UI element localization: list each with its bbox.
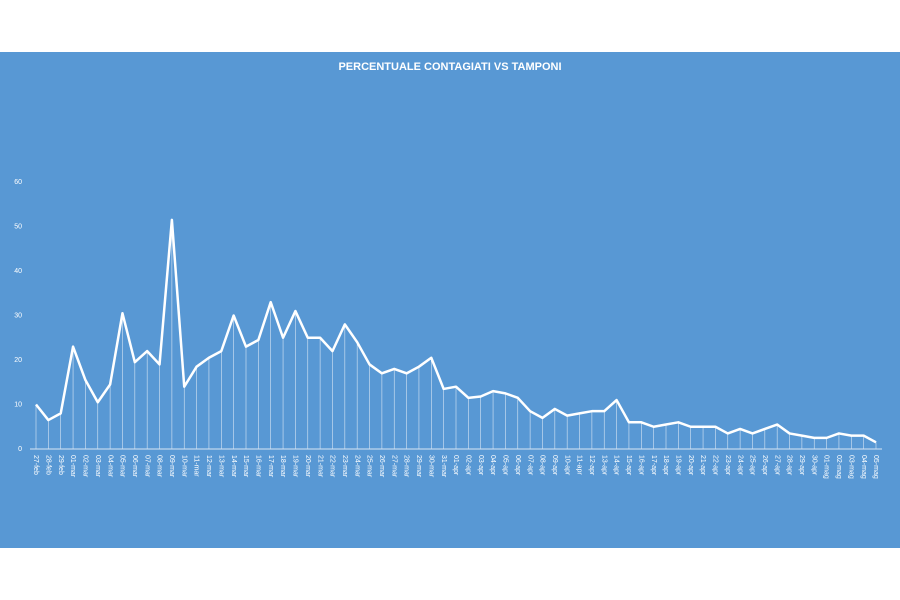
x-tick-label: 01-mag — [823, 455, 830, 479]
x-tick-label: 03-mag — [847, 455, 854, 479]
x-tick-label: 28-mar — [403, 455, 410, 478]
x-tick-label: 22-mar — [329, 455, 336, 478]
x-tick-label: 22-apr — [712, 455, 719, 476]
x-tick-label: 10-apr — [563, 455, 570, 476]
x-tick-label: 28-feb — [45, 455, 52, 475]
x-tick-label: 23-apr — [724, 455, 731, 476]
x-tick-label: 15-mar — [242, 455, 249, 478]
x-tick-label: 14-apr — [613, 455, 620, 476]
x-tick-label: 02-apr — [465, 455, 472, 476]
x-tick-label: 13-mar — [217, 455, 224, 478]
x-tick-label: 08-mar — [156, 455, 163, 478]
x-tick-label: 07-mar — [143, 455, 150, 478]
x-tick-label: 23-mar — [341, 455, 348, 478]
x-tick-label: 05-mag — [872, 455, 879, 479]
x-tick-label: 29-apr — [798, 455, 805, 476]
y-tick-label: 60 — [14, 179, 22, 186]
chart-area — [0, 52, 900, 548]
data-line — [35, 218, 877, 444]
x-tick-label: 26-apr — [761, 455, 768, 476]
x-tick-label: 04-mag — [860, 455, 867, 479]
x-tick-label: 12-mar — [205, 455, 212, 478]
x-tick-label: 11-apr — [576, 455, 583, 475]
x-tick-label: 06-apr — [514, 455, 521, 476]
x-tick-label: 27-apr — [773, 455, 780, 476]
x-tick-label: 02-mar — [82, 455, 89, 478]
x-tick-label: 25-mar — [366, 455, 373, 478]
y-tick-label: 30 — [14, 312, 22, 319]
x-tick-label: 04-apr — [489, 455, 496, 476]
x-tick-label: 12-apr — [588, 455, 595, 476]
x-tick-label: 19-mar — [292, 455, 299, 478]
y-tick-label: 10 — [14, 401, 22, 408]
x-tick-label: 02-mag — [835, 455, 842, 479]
x-tick-label: 20-mar — [304, 455, 311, 478]
y-tick-label: 20 — [14, 357, 22, 364]
x-tick-label: 28-apr — [786, 455, 793, 476]
x-tick-label: 17-mar — [267, 455, 274, 478]
x-tick-label: 20-apr — [687, 455, 694, 476]
x-tick-label: 25-apr — [749, 455, 756, 476]
x-tick-label: 08-apr — [539, 455, 546, 476]
x-tick-label: 01-apr — [452, 455, 459, 476]
x-tick-label: 27-mar — [390, 455, 397, 478]
x-tick-label: 16-mar — [255, 455, 262, 478]
x-tick-label: 03-mar — [94, 455, 101, 478]
x-tick-label: 30-apr — [810, 455, 817, 476]
x-tick-label: 04-mar — [106, 455, 113, 478]
y-tick-label: 40 — [14, 268, 22, 275]
x-tick-label: 26-mar — [378, 455, 385, 478]
x-tick-label: 21-apr — [699, 455, 706, 476]
x-tick-label: 09-apr — [551, 455, 558, 476]
x-tick-label: 21-mar — [316, 455, 323, 478]
x-tick-label: 01-mar — [69, 455, 76, 478]
x-tick-label: 13-apr — [600, 455, 607, 476]
x-tick-label: 09-mar — [168, 455, 175, 478]
x-tick-label: 06-mar — [131, 455, 138, 478]
x-tick-label: 17-apr — [650, 455, 657, 476]
x-tick-label: 16-apr — [637, 455, 644, 476]
x-tick-label: 10-mar — [180, 455, 187, 478]
x-tick-label: 29-mar — [415, 455, 422, 478]
x-tick-label: 24-mar — [353, 455, 360, 478]
chart-title: PERCENTUALE CONTAGIATI VS TAMPONI — [338, 61, 561, 73]
x-tick-label: 07-apr — [526, 455, 533, 476]
x-tick-label: 27-feb — [32, 455, 39, 475]
x-tick-label: 29-feb — [57, 455, 64, 475]
x-tick-label: 15-apr — [625, 455, 632, 476]
y-tick-label: 0 — [18, 446, 22, 453]
x-tick-label: 03-apr — [477, 455, 484, 476]
y-tick-label: 50 — [14, 223, 22, 230]
x-tick-label: 31-mar — [440, 455, 447, 478]
x-tick-label: 05-apr — [502, 455, 509, 476]
x-tick-label: 30-mar — [427, 455, 434, 478]
x-tick-label: 18-mar — [279, 455, 286, 478]
x-tick-label: 24-apr — [736, 455, 743, 476]
x-tick-label: 18-apr — [662, 455, 669, 476]
x-tick-label: 05-mar — [119, 455, 126, 478]
x-tick-label: 11-mar — [193, 455, 200, 477]
x-tick-label: 19-apr — [675, 455, 682, 476]
x-tick-label: 14-mar — [230, 455, 237, 478]
